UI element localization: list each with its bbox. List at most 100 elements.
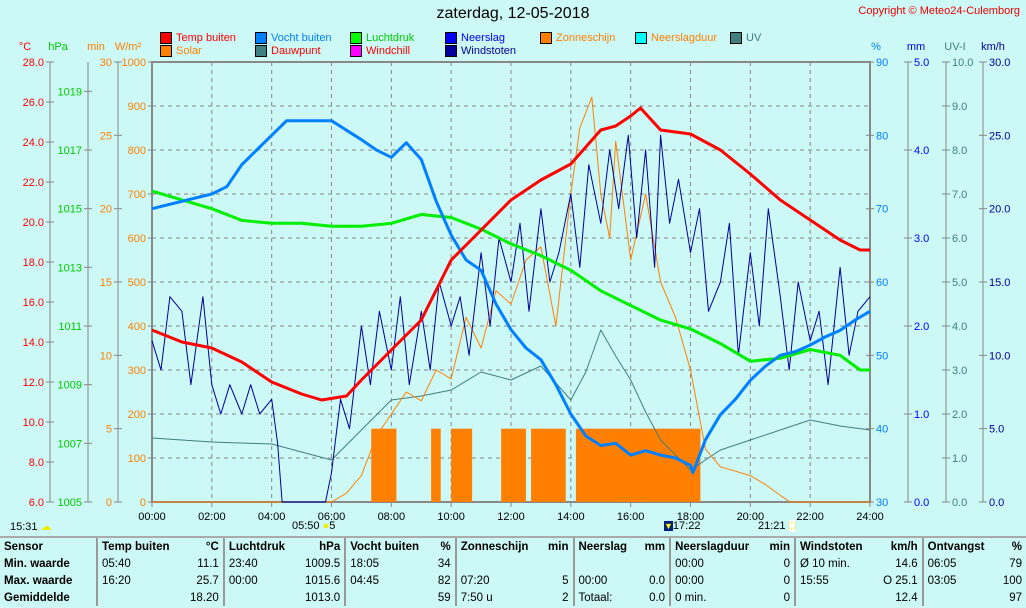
y-tick-label-uv: 1.0 [952,453,967,465]
cell-value: 0 [783,591,790,604]
sunshine-bar [371,428,397,502]
cell-value: 2 [562,591,569,604]
moon-icon: ☁ [40,521,52,533]
legend-label: Luchtdruk [366,32,415,44]
y-tick-label-uv: 8.0 [952,145,967,157]
cell-time: 7:50 u [454,589,541,606]
legend-item: Temp buiten [160,32,236,44]
cell-time [572,555,638,572]
row-label: Min. waarde [4,557,70,570]
legend-swatch [540,32,552,44]
cell-value: O 25.1 [883,574,918,587]
cell-time: 03:05 [921,572,996,589]
legend-item: Dauwpunt [255,45,321,57]
x-tick-label: 10:00 [437,511,465,523]
column-unit: mm [644,540,666,553]
y-tick-label-minutes: 30 [100,57,112,69]
y-tick-label-uv: 0.0 [952,497,967,509]
legend-item: Luchtdruk [350,32,414,44]
y-tick-label-minutes: 0 [106,497,112,509]
legend-label: Dauwpunt [271,45,321,57]
cell-value [637,555,670,572]
y-axis-unit-rain: mm [907,41,925,53]
cell-value [541,555,574,572]
y-tick-label-rain: 2.0 [914,321,929,333]
table-row: Gemiddelde 18.20 1013.0 59 7:50 u 2 Totaal: 0.0… [0,589,1026,606]
table-header-row: Sensor Temp buiten °C Luchtdruk hPa Vocht bui… [0,538,1026,555]
cell-value: 82 [437,574,451,587]
cell-value: 59 [437,591,451,604]
y-tick-label-temp: 6.0 [29,497,44,509]
legend-swatch [350,45,362,57]
y-axis-unit-humidity: % [871,41,881,53]
cell-value: 34 [437,557,451,570]
stats-table: Sensor Temp buiten °C Luchtdruk hPa Vocht bui… [0,538,1026,606]
cell-time: 23:40 [222,555,297,572]
sunrise-label: 05:50 [292,520,320,532]
y-tick-label-temp: 10.0 [23,417,44,429]
cell-time: Ø 10 min. [793,555,875,572]
y-tick-label-minutes: 20 [100,204,112,216]
cell-time: 04:45 [344,572,432,589]
y-axis-unit-pressure: hPa [48,41,68,53]
y-tick-label-pressure: 1019 [58,86,82,98]
y-tick-label-rain: 0.0 [914,497,929,509]
column-unit: hPa [319,540,341,553]
y-tick-label-solar: 1000 [122,57,146,69]
x-tick-label: 04:00 [258,511,286,523]
x-tick-label: 02:00 [198,511,226,523]
y-axis-unit-temp: °C [19,41,31,53]
cell-time: 05:40 [96,555,182,572]
legend-label: Neerslagduur [651,32,718,44]
legend-label: Vocht buiten [271,32,332,44]
y-tick-label-temp: 18.0 [23,257,44,269]
y-tick-label-wind: 5.0 [989,424,1004,436]
cell-time [793,589,875,606]
column-unit: km/h [890,540,918,553]
cell-time: 00:00 [222,572,297,589]
y-tick-label-pressure: 1007 [58,438,82,450]
y-tick-label-pressure: 1013 [58,262,82,274]
y-tick-label-rain: 1.0 [914,409,929,421]
cell-value: 0 [783,574,790,587]
legend-swatch [730,32,742,44]
legend-label: Windchill [366,45,411,57]
cell-value: 79 [1009,557,1022,570]
cell-time [344,589,432,606]
cell-value: 12.4 [895,591,918,604]
legend-item: Neerslagduur [635,32,717,44]
y-tick-label-uv: 10.0 [952,57,973,69]
y-tick-label-wind: 15.0 [989,277,1010,289]
cell-value: 0 [783,557,790,570]
sunrise-time: 05:50 ●5 [292,520,335,532]
column-header: Luchtdruk [222,538,297,555]
legend-swatch [255,45,267,57]
table-row: Min. waarde 05:40 11.1 23:40 1009.5 18:05 34 00… [0,555,1026,572]
column-unit: % [1011,540,1022,553]
y-tick-label-pressure: 1005 [58,497,82,509]
divider [0,536,1026,538]
y-tick-label-solar: 900 [128,101,146,113]
y-axis-unit-minutes: min [87,41,105,53]
x-tick-label: 16:00 [617,511,645,523]
y-tick-label-humidity: 90 [876,57,888,69]
legend-swatch [160,32,172,44]
legend-item: Zonneschijn [540,32,615,44]
y-tick-label-uv: 5.0 [952,277,967,289]
cell-value: 1015.6 [305,574,341,587]
legend-swatch [160,45,172,57]
column-header: Neerslag [572,538,638,555]
legend-label: Neerslag [461,32,506,44]
y-tick-label-solar: 200 [128,409,146,421]
y-tick-label-solar: 100 [128,453,146,465]
sunshine-bar [451,428,473,502]
y-tick-label-pressure: 1015 [58,204,82,216]
cell-time [96,589,182,606]
y-tick-label-solar: 0 [140,497,146,509]
x-tick-label: 18:00 [677,511,705,523]
series-vocht-buiten [151,119,871,475]
legend-label: Solar [176,45,202,57]
y-tick-label-temp: 16.0 [23,297,44,309]
legend-label: UV [746,32,762,44]
column-header: Windstoten [793,538,875,555]
